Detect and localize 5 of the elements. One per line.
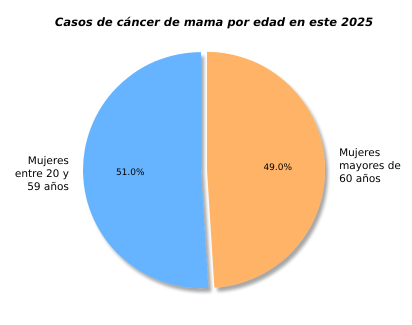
chart-title: Casos de cáncer de mama por edad en este 2025: [54, 15, 374, 29]
data-label: 49.0%: [263, 163, 293, 174]
data-label: 51.0%: [116, 168, 145, 178]
slice-label: Mujeres entre 20 y 59 años: [14, 155, 69, 194]
slice-label: Mujeres mayores de 60 años: [339, 146, 401, 185]
